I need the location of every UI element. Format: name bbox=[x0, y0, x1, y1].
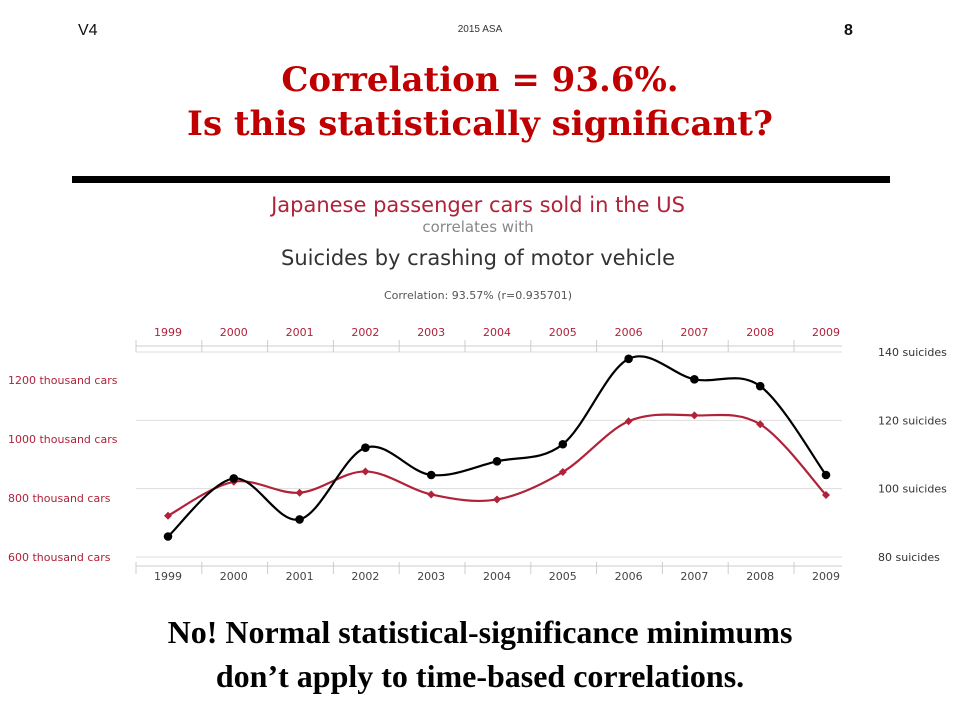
top-x-tick-label: 2000 bbox=[220, 326, 248, 339]
series-cars bbox=[164, 411, 830, 520]
data-point bbox=[163, 532, 173, 541]
series-suicides bbox=[163, 354, 831, 541]
data-point bbox=[690, 411, 699, 420]
data-point bbox=[164, 511, 172, 520]
data-point bbox=[426, 470, 436, 480]
left-y-tick-label: 1200 thousand cars bbox=[8, 374, 118, 387]
series-layer bbox=[163, 354, 831, 541]
data-point bbox=[295, 488, 304, 497]
top-x-tick-label: 2007 bbox=[680, 326, 708, 339]
data-point bbox=[558, 468, 567, 477]
bottom-x-tick-label: 1999 bbox=[154, 570, 182, 583]
slide-title: Correlation = 93.6%. Is this statistical… bbox=[0, 58, 960, 146]
right-y-tick-label: 140 suicides bbox=[878, 346, 947, 359]
slide-title-line-2: Is this statistically significant? bbox=[187, 104, 773, 144]
data-point bbox=[624, 354, 633, 364]
data-point bbox=[361, 443, 370, 452]
slide-title-line-1: Correlation = 93.6%. bbox=[281, 60, 679, 100]
right-y-axis: 80 suicides 100 suicides 120 suicides 140 s… bbox=[878, 346, 947, 564]
top-x-tick-label: 1999 bbox=[154, 326, 182, 339]
data-point bbox=[822, 491, 830, 500]
top-x-axis: 1999 2000 2001 2002 2003 2004 2005 2006 2007 2008… bbox=[154, 326, 840, 339]
left-y-axis: 600 thousand cars 800 thousand cars 1000 t… bbox=[8, 374, 118, 564]
top-x-tick-label: 2002 bbox=[351, 326, 379, 339]
left-y-tick-label: 800 thousand cars bbox=[8, 492, 111, 505]
data-point bbox=[821, 470, 831, 480]
left-y-tick-label: 1000 thousand cars bbox=[8, 433, 118, 446]
bottom-x-tick-label: 2004 bbox=[483, 570, 511, 583]
bottom-x-tick-label: 2007 bbox=[680, 570, 708, 583]
top-x-tick-label: 2001 bbox=[286, 326, 314, 339]
bottom-x-tick-label: 2001 bbox=[286, 570, 314, 583]
chart-title: Japanese passenger cars sold in the US bbox=[269, 193, 685, 217]
right-y-tick-label: 120 suicides bbox=[878, 414, 947, 427]
bottom-x-tick-label: 2006 bbox=[615, 570, 643, 583]
data-point bbox=[229, 474, 239, 483]
conclusion-line-1: No! Normal statistical-significance mini… bbox=[167, 614, 793, 650]
bottom-x-tick-label: 2003 bbox=[417, 570, 445, 583]
right-y-tick-label: 80 suicides bbox=[878, 551, 940, 564]
data-point bbox=[624, 417, 633, 426]
series-line bbox=[167, 355, 827, 538]
chart-subtitle: Suicides by crashing of motor vehicle bbox=[281, 246, 675, 270]
data-point bbox=[690, 375, 699, 384]
correlation-chart: Japanese passenger cars sold in the US c… bbox=[8, 193, 947, 583]
conclusion-line-2: don’t apply to time-based correlations. bbox=[215, 658, 745, 694]
data-point bbox=[558, 439, 568, 449]
data-point bbox=[492, 457, 502, 466]
top-x-tick-label: 2008 bbox=[746, 326, 774, 339]
left-y-tick-label: 600 thousand cars bbox=[8, 551, 111, 564]
bottom-x-tick-label: 2008 bbox=[746, 570, 774, 583]
bottom-x-tick-label: 2009 bbox=[812, 570, 840, 583]
title-divider bbox=[72, 176, 890, 183]
top-x-tick-label: 2009 bbox=[812, 326, 840, 339]
top-x-tick-label: 2003 bbox=[417, 326, 445, 339]
data-point bbox=[295, 515, 304, 524]
top-x-tick-label: 2005 bbox=[549, 326, 577, 339]
chart-grid bbox=[135, 340, 842, 574]
data-point bbox=[361, 467, 370, 476]
chart-annotation: Correlation: 93.57% (r=0.935701) bbox=[384, 289, 572, 302]
bottom-x-tick-label: 2002 bbox=[351, 570, 379, 583]
data-point bbox=[493, 495, 501, 504]
version-label: V4 bbox=[78, 22, 98, 39]
top-x-tick-label: 2004 bbox=[483, 326, 511, 339]
chart-titles: Japanese passenger cars sold in the US c… bbox=[269, 193, 685, 302]
data-point bbox=[427, 490, 436, 499]
conclusion-text: No! Normal statistical-significance mini… bbox=[0, 610, 960, 698]
bottom-x-axis: 1999 2000 2001 2002 2003 2004 2005 2006 2007 2008… bbox=[154, 570, 840, 583]
right-y-tick-label: 100 suicides bbox=[878, 483, 947, 496]
top-x-tick-label: 2006 bbox=[615, 326, 643, 339]
footer-note: 2015 ASA bbox=[457, 24, 503, 35]
chart-connector: correlates with bbox=[422, 218, 533, 236]
data-point bbox=[756, 420, 765, 429]
slide-number: 8 bbox=[844, 22, 853, 39]
bottom-x-tick-label: 2005 bbox=[549, 570, 577, 583]
bottom-x-tick-label: 2000 bbox=[220, 570, 248, 583]
data-point bbox=[755, 381, 765, 391]
